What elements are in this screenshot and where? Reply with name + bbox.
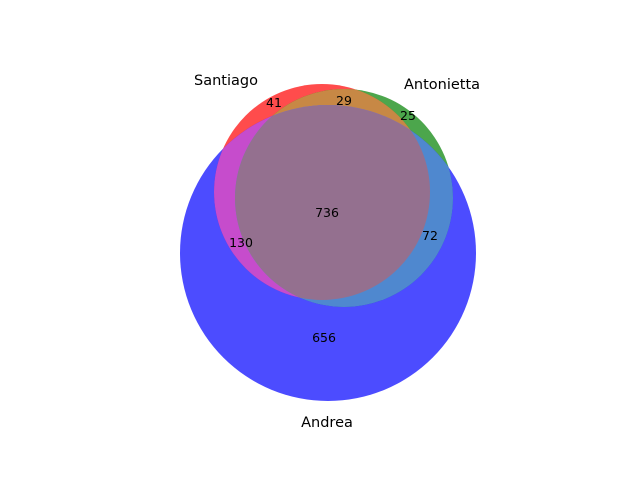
region-label-antonietta-andrea: 72 <box>422 228 438 243</box>
region-label-antonietta-only: 25 <box>400 108 416 123</box>
region-label-santiago-only: 41 <box>266 95 282 110</box>
region-label-santiago-andrea: 130 <box>229 235 253 250</box>
set-label-andrea: Andrea <box>301 415 353 431</box>
region-label-santiago-antonietta: 29 <box>336 93 352 108</box>
region-label-all-three: 736 <box>315 205 339 220</box>
overlap-all-three <box>235 89 430 300</box>
region-label-andrea-only: 656 <box>312 330 336 345</box>
set-label-antonietta: Antonietta <box>404 77 480 93</box>
set-label-santiago: Santiago <box>194 73 258 89</box>
